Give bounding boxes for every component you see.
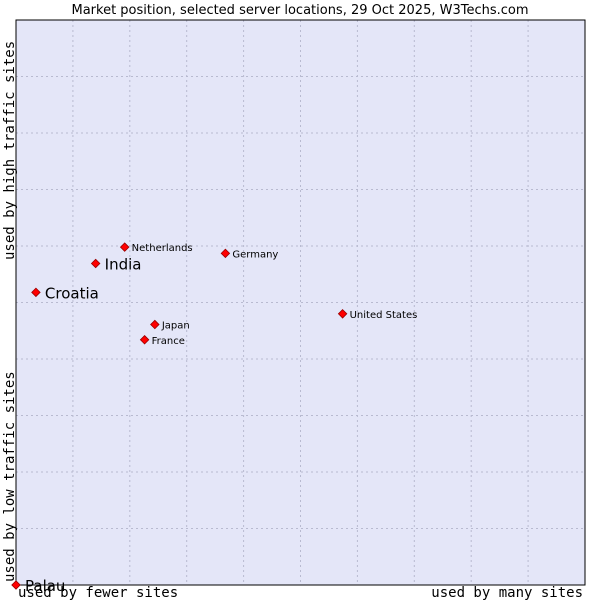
point-marker — [90, 258, 101, 269]
point-marker — [150, 319, 160, 330]
point-marker — [11, 580, 21, 590]
point-label: Japan — [161, 321, 190, 332]
point-label: India — [105, 256, 142, 274]
point-japan[interactable]: Japan — [150, 319, 190, 332]
y-axis-label-bottom: used by low traffic sites — [2, 371, 18, 582]
x-axis-label-right: used by many sites — [431, 585, 583, 600]
point-marker — [337, 309, 348, 319]
point-marker — [31, 287, 41, 298]
point-india[interactable]: India — [90, 256, 142, 274]
point-label: Netherlands — [132, 243, 193, 254]
grid-lines — [16, 20, 585, 585]
point-label: Palau — [25, 577, 65, 595]
point-label: France — [152, 336, 185, 347]
data-points: Netherlands Germany India Croatia United Sta… — [11, 242, 418, 595]
point-label: Croatia — [45, 284, 99, 302]
point-croatia[interactable]: Croatia — [31, 284, 99, 302]
y-axis-label-top: used by high traffic sites — [2, 41, 18, 260]
point-label: United States — [350, 310, 418, 321]
point-united-states[interactable]: United States — [337, 309, 418, 321]
point-marker — [139, 335, 150, 345]
plot-frame — [15, 19, 586, 586]
point-palau[interactable]: Palau — [11, 577, 66, 595]
point-marker — [119, 242, 130, 252]
chart-title: Market position, selected server locatio… — [71, 3, 528, 18]
point-france[interactable]: France — [139, 335, 185, 347]
x-axis-label-left: used by fewer sites — [18, 585, 178, 600]
point-netherlands[interactable]: Netherlands — [119, 242, 193, 254]
point-label: Germany — [232, 249, 278, 260]
point-marker — [220, 248, 231, 259]
point-germany[interactable]: Germany — [220, 248, 278, 260]
